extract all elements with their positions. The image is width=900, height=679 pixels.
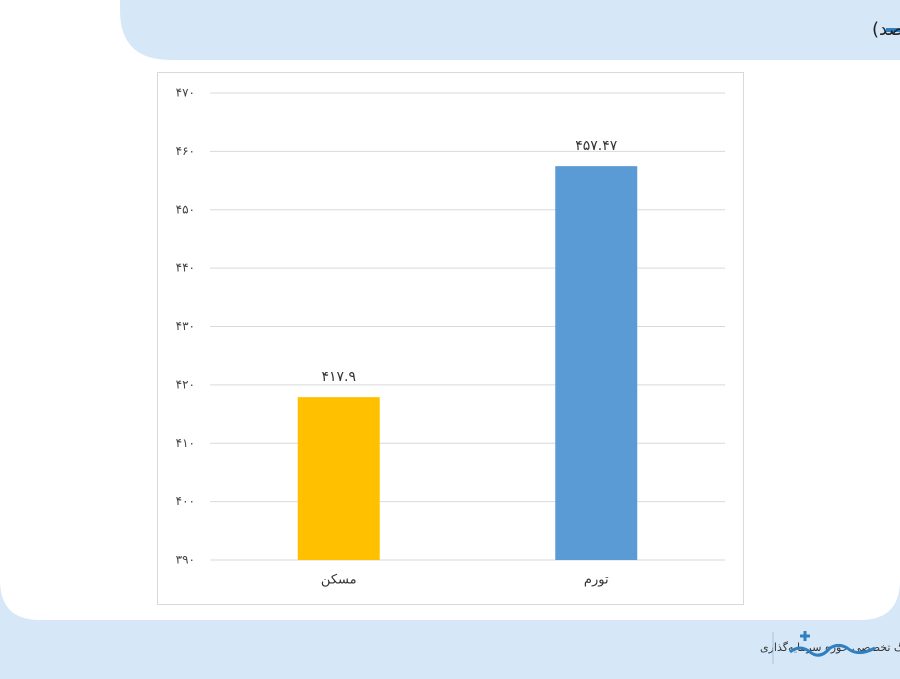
bar xyxy=(555,166,638,561)
logo xyxy=(789,643,876,657)
y-tick-label: ۴۲۰ xyxy=(176,377,195,391)
value-label: ۴۱۷.۹ xyxy=(321,369,356,385)
chart-frame xyxy=(157,72,744,605)
y-tick-label: ۴۱۰ xyxy=(176,436,195,450)
x-tick-label: تورم xyxy=(584,573,609,588)
y-tick-label: ۳۹۰ xyxy=(176,553,195,567)
x-tick-label: مسکن xyxy=(321,573,357,588)
bar xyxy=(297,397,380,560)
y-tick-label: ۴۵۰ xyxy=(176,202,195,216)
y-tick-label: ۴۰۰ xyxy=(176,494,195,508)
y-tick-label: ۴۴۰ xyxy=(176,261,195,275)
y-tick-label: ۴۳۰ xyxy=(176,319,195,333)
y-tick-label: ۴۷۰ xyxy=(176,86,195,100)
value-label: ۴۵۷.۴۷ xyxy=(575,138,618,154)
header-band xyxy=(120,0,900,60)
title-marker xyxy=(886,28,900,32)
logo-plus xyxy=(800,631,810,641)
chart-title: بازدهی مسکن در بازه پنج ساله (درصد) xyxy=(872,19,900,40)
y-tick-label: ۴۶۰ xyxy=(176,144,195,158)
